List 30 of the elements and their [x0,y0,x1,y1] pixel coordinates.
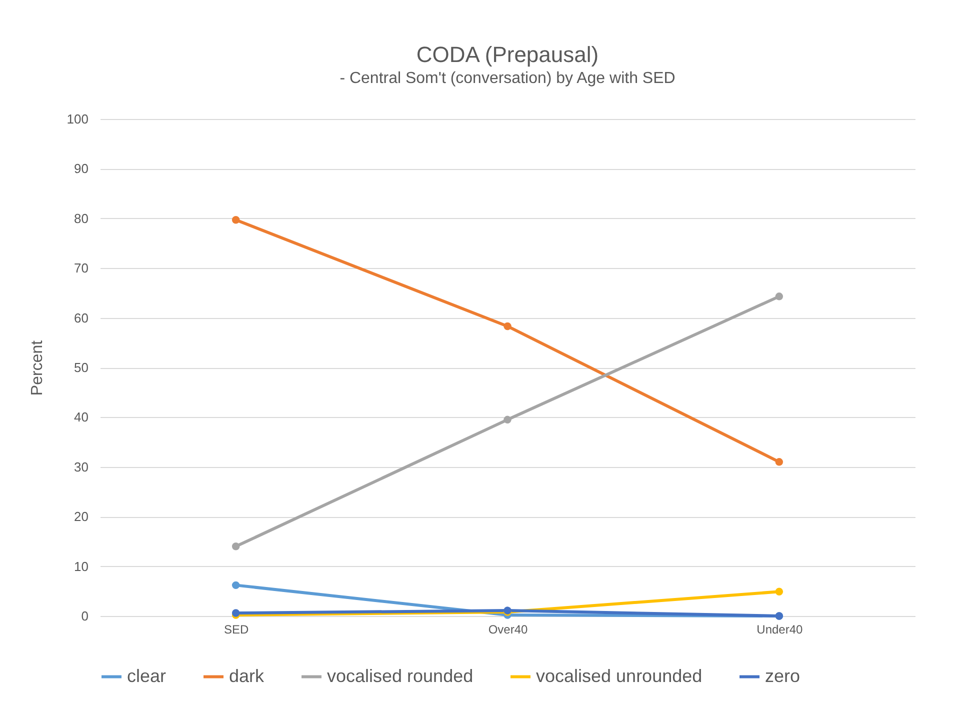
y-tick-label: 0 [81,608,88,624]
y-tick-label: 10 [74,558,88,574]
point [232,216,240,224]
chart-subtitle: - Central Som't (conversation) by Age with SED [340,70,676,87]
x-tick-label: SED [224,622,249,636]
legend-label: vocalised unrounded [536,666,702,686]
y-tick-label: 20 [74,509,88,524]
y-tick-label: 60 [74,310,88,326]
y-tick-label: 30 [74,459,88,474]
y-axis-title: Percent [28,340,46,396]
point [232,581,240,590]
point [775,588,784,596]
y-tick-label: 90 [74,161,88,176]
point [775,458,784,466]
legend-label: dark [229,666,266,686]
legend-label: vocalised rounded [327,666,474,686]
point [232,542,240,550]
chart-title: CODA (Prepausal) [416,42,599,67]
y-tick-label: 50 [74,360,88,375]
point [504,416,512,424]
y-tick-label: 100 [66,112,88,126]
point [775,292,784,300]
point [504,322,512,330]
y-tick-label: 40 [74,410,88,425]
y-tick-label: 70 [74,260,88,276]
y-tick-label: 80 [74,210,88,226]
legend-label: zero [765,666,800,686]
legend-label: clear [127,666,166,686]
x-tick-label: Under40 [756,622,804,636]
x-tick-label: Over40 [488,622,528,636]
